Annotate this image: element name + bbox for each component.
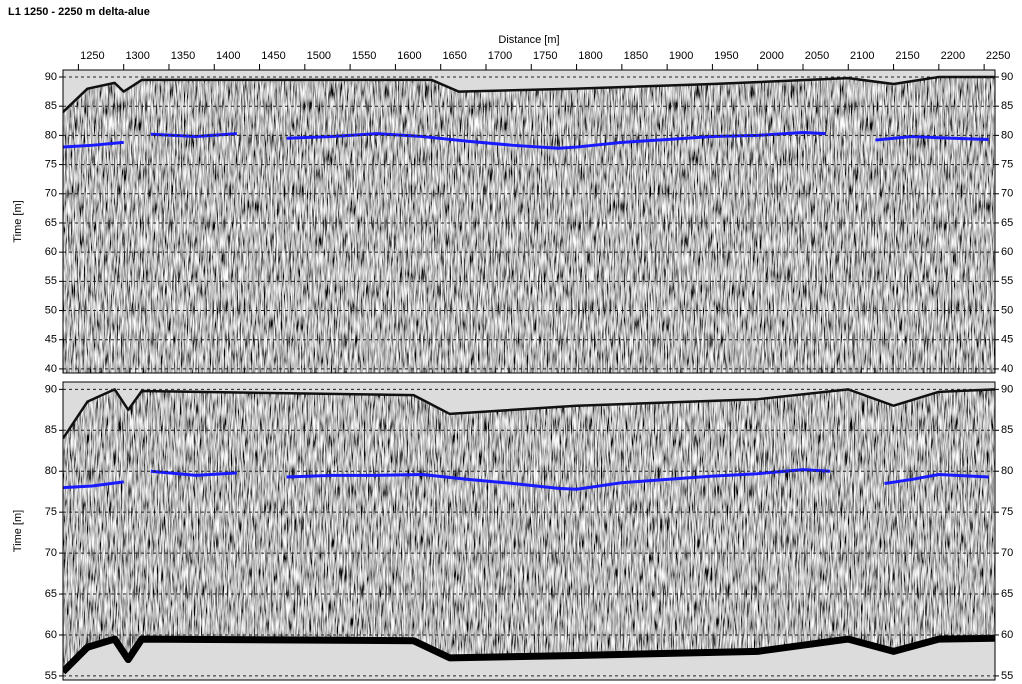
y2-tick-label: 75 <box>1001 158 1013 170</box>
x-tick-label: 1550 <box>352 50 376 62</box>
x-tick-label: 1400 <box>216 50 240 62</box>
y-tick-label: 60 <box>45 246 57 258</box>
chart: L1 1250 - 2250 m delta-alue 40 40 45 45 50 50… <box>0 0 1022 684</box>
y-tick-label: 75 <box>45 158 57 170</box>
y-axis-label: Time [m] <box>12 510 24 552</box>
x-tick-label: 1300 <box>125 50 149 62</box>
y2-tick-label: 65 <box>1001 217 1013 229</box>
y-tick-label: 75 <box>45 506 57 518</box>
y-tick-label: 70 <box>45 547 57 559</box>
y-tick-label: 50 <box>45 304 57 316</box>
y2-tick-label: 75 <box>1001 506 1013 518</box>
y2-tick-label: 90 <box>1001 383 1013 395</box>
x-tick-label: 1750 <box>533 50 557 62</box>
y2-tick-label: 65 <box>1001 588 1013 600</box>
y2-tick-label: 90 <box>1001 71 1013 83</box>
x-tick-label: 1800 <box>578 50 602 62</box>
y2-tick-label: 85 <box>1001 424 1013 436</box>
y2-tick-label: 45 <box>1001 334 1013 346</box>
x-tick-label: 1850 <box>624 50 648 62</box>
x-tick-label: 2000 <box>759 50 783 62</box>
x-tick-label: 1650 <box>442 50 466 62</box>
y2-tick-label: 60 <box>1001 629 1013 641</box>
x-axis-label: Distance [m] <box>498 34 559 46</box>
radar-texture <box>63 70 995 373</box>
y-tick-label: 85 <box>45 100 57 112</box>
plot-area <box>63 68 995 373</box>
x-tick-label: 1250 <box>80 50 104 62</box>
y-tick-label: 90 <box>45 71 57 83</box>
x-tick-label: 2200 <box>941 50 965 62</box>
y-tick-label: 55 <box>45 670 57 682</box>
y-tick-label: 90 <box>45 383 57 395</box>
x-tick-label: 1700 <box>488 50 512 62</box>
x-tick-label: 2100 <box>850 50 874 62</box>
y-tick-label: 70 <box>45 188 57 200</box>
x-tick-label: 2050 <box>805 50 829 62</box>
y2-tick-label: 50 <box>1001 304 1013 316</box>
y-tick-label: 65 <box>45 217 57 229</box>
y2-tick-label: 55 <box>1001 670 1013 682</box>
y2-tick-label: 70 <box>1001 188 1013 200</box>
y2-tick-label: 55 <box>1001 275 1013 287</box>
x-tick-label: 1900 <box>669 50 693 62</box>
x-tick-label: 1500 <box>307 50 331 62</box>
y2-tick-label: 80 <box>1001 129 1013 141</box>
x-tick-label: 1600 <box>397 50 421 62</box>
y-tick-label: 65 <box>45 588 57 600</box>
y-tick-label: 45 <box>45 334 57 346</box>
chart-title: L1 1250 - 2250 m delta-alue <box>8 6 150 18</box>
x-tick-label: 1950 <box>714 50 738 62</box>
x-tick-label: 2150 <box>895 50 919 62</box>
y2-tick-label: 80 <box>1001 465 1013 477</box>
y-axis-label: Time [m] <box>12 200 24 242</box>
y-tick-label: 80 <box>45 465 57 477</box>
y-tick-label: 80 <box>45 129 57 141</box>
y-tick-label: 85 <box>45 424 57 436</box>
x-tick-label: 2250 <box>986 50 1010 62</box>
y-tick-label: 40 <box>45 363 57 375</box>
x-tick-label: 1350 <box>171 50 195 62</box>
y2-tick-label: 70 <box>1001 547 1013 559</box>
x-tick-label: 1450 <box>261 50 285 62</box>
y-tick-label: 60 <box>45 629 57 641</box>
y-tick-label: 55 <box>45 275 57 287</box>
y2-tick-label: 40 <box>1001 363 1013 375</box>
y2-tick-label: 85 <box>1001 100 1013 112</box>
plot-area <box>63 380 995 682</box>
y2-tick-label: 60 <box>1001 246 1013 258</box>
